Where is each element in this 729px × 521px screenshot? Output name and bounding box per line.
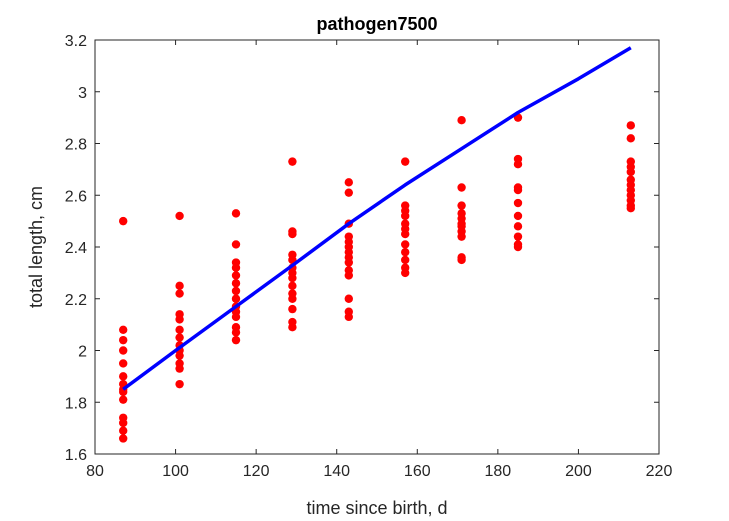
- data-point: [513, 211, 523, 221]
- data-point: [175, 325, 184, 334]
- x-tick-label: 180: [485, 463, 512, 480]
- ticks-layer: 80 100 120 140 160 180 200 220 1.6 1.8 2 2.2 2.4 2.6 2…: [65, 33, 673, 480]
- y-tick-label: 2.2: [65, 292, 87, 309]
- data-point: [119, 216, 128, 226]
- y-tick-label: 2: [78, 344, 87, 361]
- data-point: [626, 121, 635, 130]
- data-point: [457, 116, 466, 125]
- data-point: [401, 157, 410, 166]
- data-point: [401, 268, 410, 278]
- x-axis-label: time since birth, d: [306, 498, 447, 518]
- x-tick-label: 200: [565, 463, 592, 480]
- data-point: [457, 183, 466, 192]
- data-point: [119, 359, 128, 368]
- x-tick-label: 100: [162, 463, 189, 480]
- y-tick-label: 2.8: [65, 137, 87, 154]
- data-point: [513, 160, 523, 169]
- data-point: [344, 188, 353, 197]
- data-point: [231, 240, 241, 249]
- data-point: [288, 323, 297, 332]
- data-point: [344, 294, 353, 303]
- data-point: [175, 281, 184, 291]
- y-axis-label: total length, cm: [26, 186, 46, 308]
- x-tick-label: 140: [323, 463, 350, 480]
- y-tick-label: 3.2: [65, 33, 87, 50]
- data-point: [231, 271, 241, 280]
- x-tick-label: 220: [646, 463, 673, 480]
- data-point: [231, 286, 241, 296]
- data-point: [231, 294, 241, 303]
- x-tick-label: 120: [243, 463, 270, 480]
- data-point: [344, 178, 353, 187]
- data-point: [513, 198, 523, 208]
- data-point: [119, 426, 128, 435]
- fit-line: [122, 46, 632, 391]
- data-point: [119, 346, 128, 355]
- y-tick-label: 2.4: [65, 240, 87, 257]
- data-point: [626, 134, 635, 143]
- data-point: [119, 335, 128, 345]
- data-point: [288, 281, 297, 291]
- data-point: [513, 232, 523, 241]
- data-point: [344, 312, 353, 322]
- data-point: [175, 351, 184, 360]
- data-point: [119, 434, 128, 443]
- x-tick-label: 160: [404, 463, 431, 480]
- data-point: [457, 201, 466, 210]
- data-point: [231, 279, 241, 288]
- data-point: [175, 289, 184, 298]
- data-point: [513, 222, 523, 231]
- data-point: [288, 304, 297, 314]
- data-point: [231, 335, 241, 345]
- data-point: [231, 263, 241, 272]
- data-point: [401, 240, 410, 249]
- data-point: [344, 258, 353, 267]
- x-tick-label: 80: [86, 463, 104, 480]
- data-point: [513, 242, 523, 252]
- data-point: [401, 229, 410, 239]
- data-point: [175, 315, 184, 324]
- y-tick-label: 1.6: [65, 447, 87, 464]
- data-point: [288, 229, 297, 239]
- data-point: [119, 395, 128, 404]
- data-point: [175, 364, 184, 373]
- y-tick-label: 3: [78, 85, 87, 102]
- data-point: [231, 328, 241, 337]
- data-point: [401, 211, 410, 221]
- data-point: [231, 312, 241, 322]
- data-point: [401, 255, 410, 265]
- chart-title: pathogen7500: [316, 14, 437, 34]
- data-layer: [119, 46, 635, 443]
- data-point: [288, 157, 297, 166]
- plot-area: [94, 39, 660, 455]
- data-point: [175, 379, 184, 389]
- data-point: [119, 325, 128, 334]
- y-tick-label: 1.8: [65, 395, 87, 412]
- data-point: [513, 185, 523, 195]
- data-point: [119, 418, 128, 428]
- y-tick-label: 2.6: [65, 188, 87, 205]
- data-point: [457, 255, 466, 265]
- data-point: [626, 167, 635, 177]
- data-point: [175, 333, 184, 342]
- data-point: [344, 271, 353, 280]
- data-point: [626, 203, 635, 213]
- data-point: [288, 294, 297, 303]
- data-point: [119, 372, 128, 381]
- data-point: [175, 211, 184, 221]
- data-point: [457, 232, 466, 241]
- data-point: [401, 247, 410, 257]
- data-point: [231, 209, 241, 218]
- data-point: [288, 273, 297, 283]
